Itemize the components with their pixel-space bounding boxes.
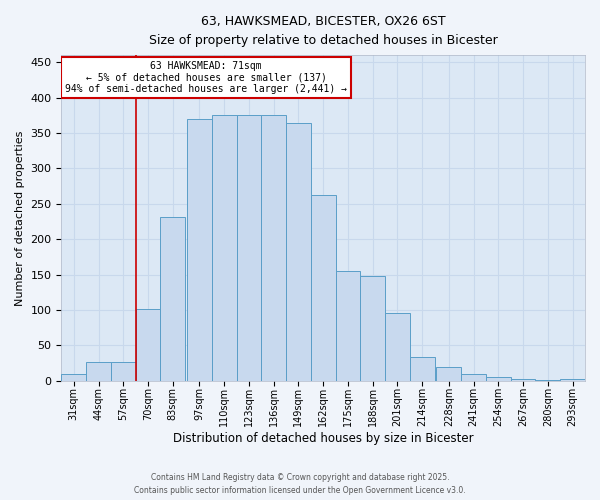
Bar (461, 374, 486, 381)
Bar (361, 276, 385, 381)
Bar (436, 366, 461, 381)
Bar (160, 216, 185, 381)
FancyBboxPatch shape (61, 56, 351, 98)
Bar (111, 362, 136, 381)
Y-axis label: Number of detached properties: Number of detached properties (15, 130, 25, 306)
Bar (560, 378, 585, 381)
Bar (136, 310, 160, 381)
Bar (311, 194, 335, 381)
Bar (335, 271, 361, 381)
Bar (486, 378, 511, 381)
Text: ← 5% of detached houses are smaller (137): ← 5% of detached houses are smaller (137… (86, 72, 326, 83)
Bar (86, 362, 111, 381)
X-axis label: Distribution of detached houses by size in Bicester: Distribution of detached houses by size … (173, 432, 473, 445)
Bar (385, 313, 410, 381)
Bar (511, 378, 535, 381)
Bar (187, 119, 212, 381)
Bar (262, 114, 286, 381)
Bar (236, 114, 262, 381)
Text: 94% of semi-detached houses are larger (2,441) →: 94% of semi-detached houses are larger (… (65, 84, 347, 94)
Bar (286, 123, 311, 381)
Bar (535, 380, 560, 381)
Bar (212, 116, 236, 381)
Bar (61, 374, 86, 381)
Text: Contains HM Land Registry data © Crown copyright and database right 2025.
Contai: Contains HM Land Registry data © Crown c… (134, 474, 466, 495)
Text: 63 HAWKSMEAD: 71sqm: 63 HAWKSMEAD: 71sqm (150, 61, 262, 71)
Bar (410, 358, 434, 381)
Title: 63, HAWKSMEAD, BICESTER, OX26 6ST
Size of property relative to detached houses i: 63, HAWKSMEAD, BICESTER, OX26 6ST Size o… (149, 15, 497, 47)
